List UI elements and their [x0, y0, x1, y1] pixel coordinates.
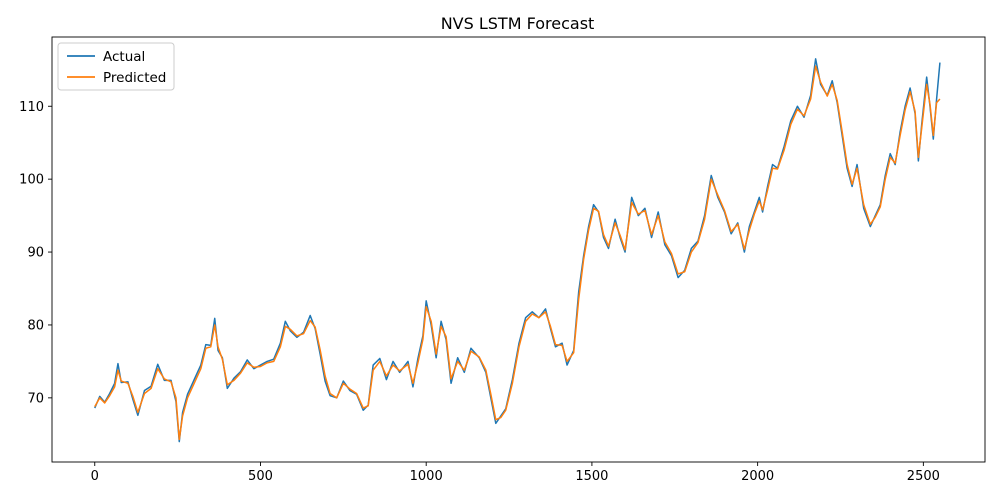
plot-area	[51, 36, 986, 463]
x-tick-label: 1000	[410, 469, 443, 484]
x-tick-label: 500	[248, 469, 273, 484]
legend-box	[57, 42, 175, 91]
y-tick-label: 100	[19, 173, 44, 188]
legend-label-predicted: Predicted	[103, 70, 166, 86]
legend: Actual Predicted	[57, 42, 175, 91]
chart-title: NVS LSTM Forecast	[441, 14, 595, 33]
x-tick-label: 0	[91, 469, 99, 484]
x-axis: 0 500 1000 1500 2000 2500	[91, 462, 940, 484]
x-tick-label: 2500	[907, 469, 940, 484]
legend-label-actual: Actual	[103, 49, 145, 65]
x-tick-label: 1500	[575, 469, 608, 484]
y-tick-label: 70	[27, 391, 44, 406]
y-tick-label: 90	[27, 246, 44, 261]
y-axis: 70 80 90 100 110	[19, 100, 52, 406]
series-line-predicted	[94, 65, 941, 441]
x-tick-label: 2000	[741, 469, 774, 484]
axes-frame	[51, 36, 986, 463]
y-tick-label: 110	[19, 100, 44, 115]
y-tick-label: 80	[27, 318, 44, 333]
